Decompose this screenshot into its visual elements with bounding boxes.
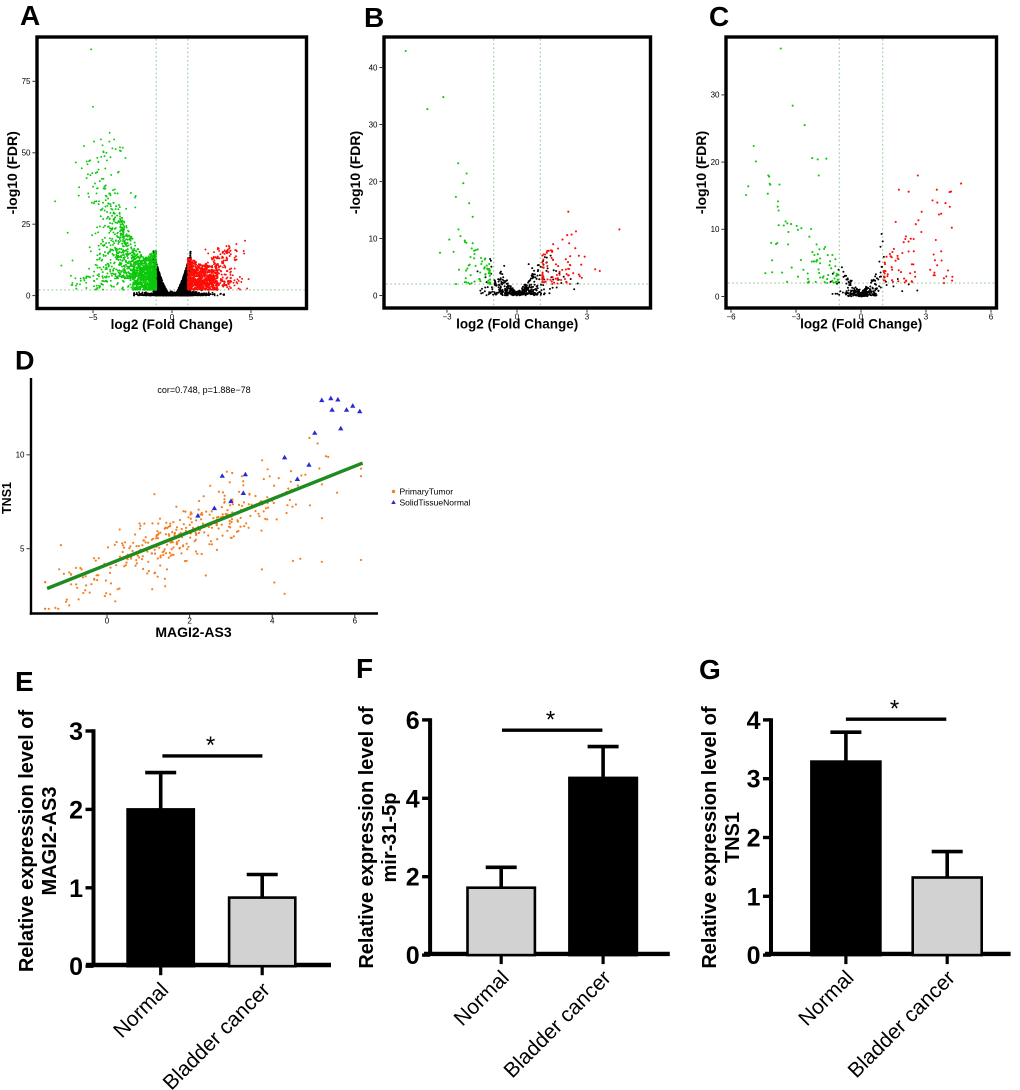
svg-text:3: 3 [585,313,590,322]
svg-text:A: A [20,0,40,31]
svg-text:5: 5 [249,313,254,322]
svg-text:−3: −3 [442,313,452,322]
svg-text:0: 0 [26,291,31,300]
svg-text:-log10 (FDR): -log10 (FDR) [4,131,20,214]
svg-text:10: 10 [369,234,378,243]
svg-text:20: 20 [369,177,378,186]
svg-text:40: 40 [369,63,378,72]
svg-text:−5: −5 [88,313,98,322]
svg-text:log2 (Fold Change): log2 (Fold Change) [456,317,578,332]
svg-text:0: 0 [373,291,378,300]
svg-text:50: 50 [22,149,31,158]
svg-text:-log10 (FDR): -log10 (FDR) [347,131,363,214]
svg-text:B: B [364,2,384,33]
svg-text:30: 30 [369,120,378,129]
svg-text:25: 25 [22,220,31,229]
svg-text:log2 (Fold Change): log2 (Fold Change) [111,317,233,332]
svg-text:75: 75 [22,77,31,86]
svg-text:0: 0 [170,313,175,322]
